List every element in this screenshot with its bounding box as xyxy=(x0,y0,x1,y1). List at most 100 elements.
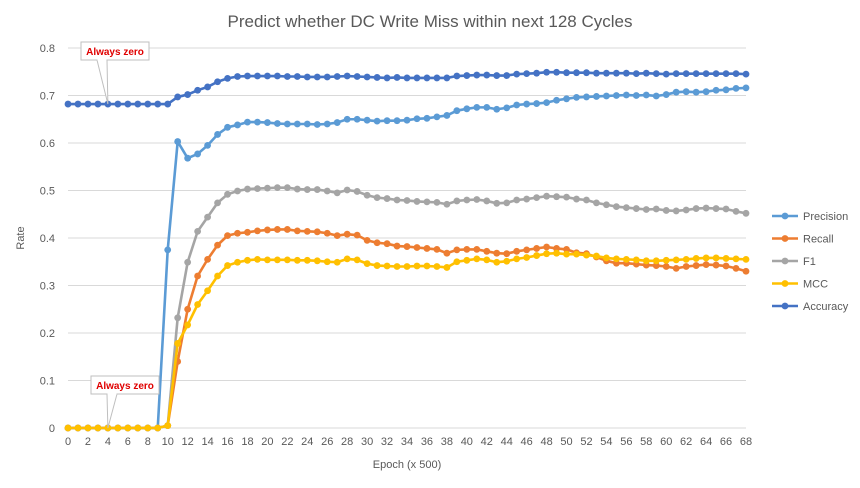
legend-swatch-marker xyxy=(781,302,789,310)
data-point xyxy=(194,272,202,280)
data-point xyxy=(214,241,221,249)
data-point xyxy=(254,72,261,80)
data-point xyxy=(74,100,82,108)
data-point xyxy=(254,255,261,263)
data-point xyxy=(453,72,461,80)
data-point xyxy=(503,199,511,207)
data-point xyxy=(303,227,311,235)
data-point xyxy=(293,185,301,193)
data-point xyxy=(493,72,501,79)
data-point xyxy=(742,255,750,263)
data-point xyxy=(722,255,730,262)
data-point xyxy=(184,91,192,98)
series-accuracy xyxy=(64,68,750,108)
data-point xyxy=(403,243,411,250)
series-line xyxy=(68,251,747,430)
data-point xyxy=(732,84,740,92)
data-point xyxy=(543,192,550,200)
legend-item-accuracy: Accuracy xyxy=(772,301,849,313)
x-tick-label: 62 xyxy=(680,436,692,448)
data-point xyxy=(523,100,531,108)
chart-title: Predict whether DC Write Miss within nex… xyxy=(228,12,633,31)
data-point xyxy=(652,262,660,269)
data-point xyxy=(303,120,311,128)
data-point xyxy=(553,68,560,76)
data-point xyxy=(463,196,471,204)
data-point xyxy=(124,100,132,108)
data-point xyxy=(313,228,321,236)
data-point xyxy=(124,424,132,432)
data-point xyxy=(453,107,461,115)
y-tick-label: 0 xyxy=(49,423,55,435)
x-tick-label: 34 xyxy=(401,436,413,448)
data-point xyxy=(244,228,251,236)
data-point xyxy=(742,267,750,275)
data-point xyxy=(543,250,550,258)
x-tick-label: 14 xyxy=(201,436,213,448)
data-point xyxy=(393,263,401,270)
data-point xyxy=(214,131,221,138)
series-group xyxy=(64,68,750,432)
data-point xyxy=(493,258,501,266)
data-point xyxy=(612,255,620,263)
data-point xyxy=(642,206,650,213)
data-point xyxy=(702,204,710,212)
data-point xyxy=(273,256,281,264)
legend-label: F1 xyxy=(803,256,816,268)
y-axis-title: Rate xyxy=(15,226,27,249)
data-point xyxy=(652,92,660,100)
data-point xyxy=(333,73,341,80)
data-point xyxy=(573,69,580,77)
data-point xyxy=(413,115,421,123)
data-point xyxy=(622,91,630,99)
data-point xyxy=(583,251,590,259)
data-point xyxy=(204,255,211,263)
data-point xyxy=(413,244,421,251)
x-tick-label: 60 xyxy=(660,436,672,448)
data-point xyxy=(632,256,640,264)
data-point xyxy=(363,73,371,81)
data-point xyxy=(622,204,630,212)
data-point xyxy=(134,100,142,108)
legend-swatch-marker xyxy=(781,280,789,287)
data-point xyxy=(672,265,680,272)
data-point xyxy=(343,115,351,123)
data-point xyxy=(174,340,182,347)
x-tick-label: 28 xyxy=(341,436,353,448)
data-point xyxy=(174,138,182,145)
data-point xyxy=(164,246,172,254)
data-point xyxy=(483,256,491,264)
x-tick-label: 30 xyxy=(361,436,373,448)
data-point xyxy=(503,72,511,79)
data-point xyxy=(593,252,600,260)
gridlines xyxy=(68,47,746,429)
data-point xyxy=(682,88,690,96)
data-point xyxy=(483,71,491,79)
data-point xyxy=(303,186,311,193)
data-point xyxy=(273,226,281,233)
data-point xyxy=(214,78,221,86)
data-point xyxy=(433,246,441,253)
data-point xyxy=(353,231,361,239)
data-point xyxy=(563,69,570,77)
data-point xyxy=(363,116,371,124)
data-point xyxy=(234,121,241,129)
data-point xyxy=(603,92,610,100)
x-tick-label: 12 xyxy=(182,436,194,448)
data-point xyxy=(363,236,371,244)
data-point xyxy=(682,255,690,263)
y-tick-label: 0.2 xyxy=(40,328,55,340)
data-point xyxy=(742,70,750,78)
legend: Precision Recall F1 MCC Accuracy xyxy=(772,211,849,313)
data-point xyxy=(612,92,620,99)
data-point xyxy=(603,254,610,262)
data-point xyxy=(164,100,172,108)
data-point xyxy=(433,113,441,121)
data-point xyxy=(573,250,580,258)
y-axis-ticks: 0 0.1 0.2 0.3 0.4 0.5 0.6 0.7 0.8 xyxy=(40,43,55,435)
data-point xyxy=(224,232,231,240)
data-point xyxy=(303,256,311,264)
data-point xyxy=(234,258,241,266)
data-point xyxy=(264,256,271,264)
data-point xyxy=(383,195,391,202)
